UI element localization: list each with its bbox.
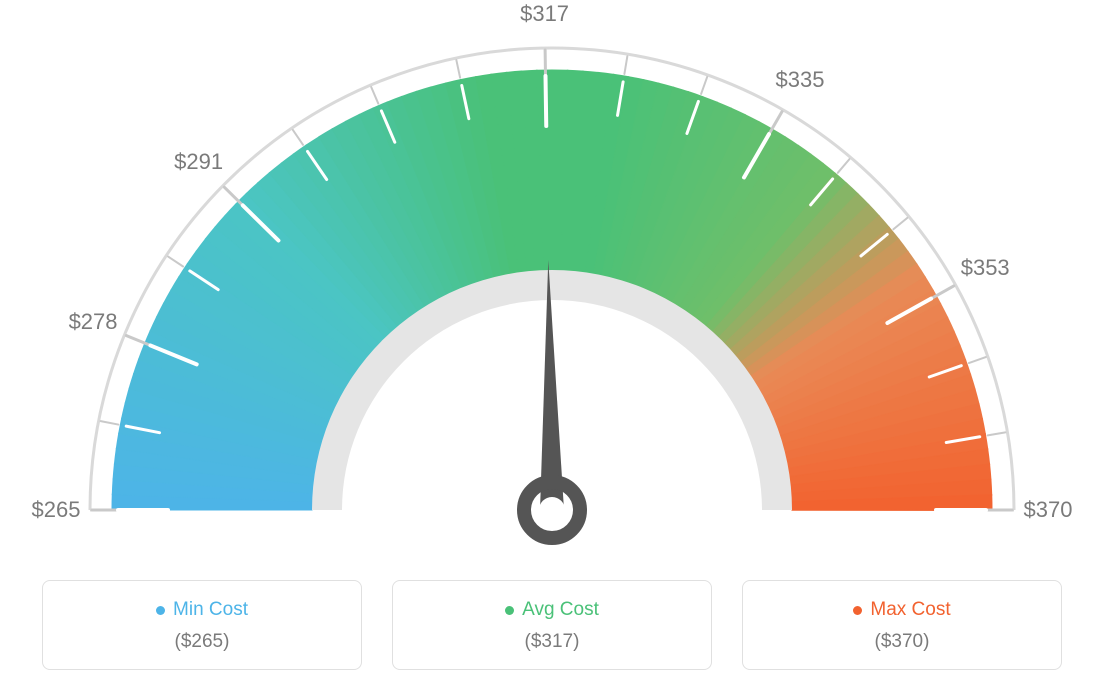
legend-card-avg: Avg Cost ($317): [392, 580, 712, 670]
dot-icon: [156, 606, 165, 615]
legend-title-min: Min Cost: [156, 599, 248, 621]
gauge-tick-label: $353: [961, 255, 1010, 281]
legend-row: Min Cost ($265) Avg Cost ($317) Max Cost…: [0, 580, 1104, 670]
legend-label-min: Min Cost: [173, 599, 248, 621]
legend-card-min: Min Cost ($265): [42, 580, 362, 670]
legend-card-max: Max Cost ($370): [742, 580, 1062, 670]
gauge-tick-label: $278: [69, 309, 118, 335]
gauge-chart: $265 $278 $291 $317 $335 $353 $370: [0, 0, 1104, 560]
legend-value-max: ($370): [753, 631, 1051, 653]
legend-title-avg: Avg Cost: [505, 599, 599, 621]
dot-icon: [505, 606, 514, 615]
legend-value-min: ($265): [53, 631, 351, 653]
legend-value-avg: ($317): [403, 631, 701, 653]
legend-label-avg: Avg Cost: [522, 599, 599, 621]
gauge-svg: [0, 0, 1104, 560]
legend-label-max: Max Cost: [870, 599, 950, 621]
gauge-tick-label: $370: [1024, 497, 1073, 523]
gauge-tick-label: $265: [32, 497, 81, 523]
gauge-tick-label: $317: [520, 1, 569, 27]
dot-icon: [853, 606, 862, 615]
gauge-tick-label: $291: [174, 149, 223, 175]
legend-title-max: Max Cost: [853, 599, 950, 621]
gauge-tick-label: $335: [776, 67, 825, 93]
